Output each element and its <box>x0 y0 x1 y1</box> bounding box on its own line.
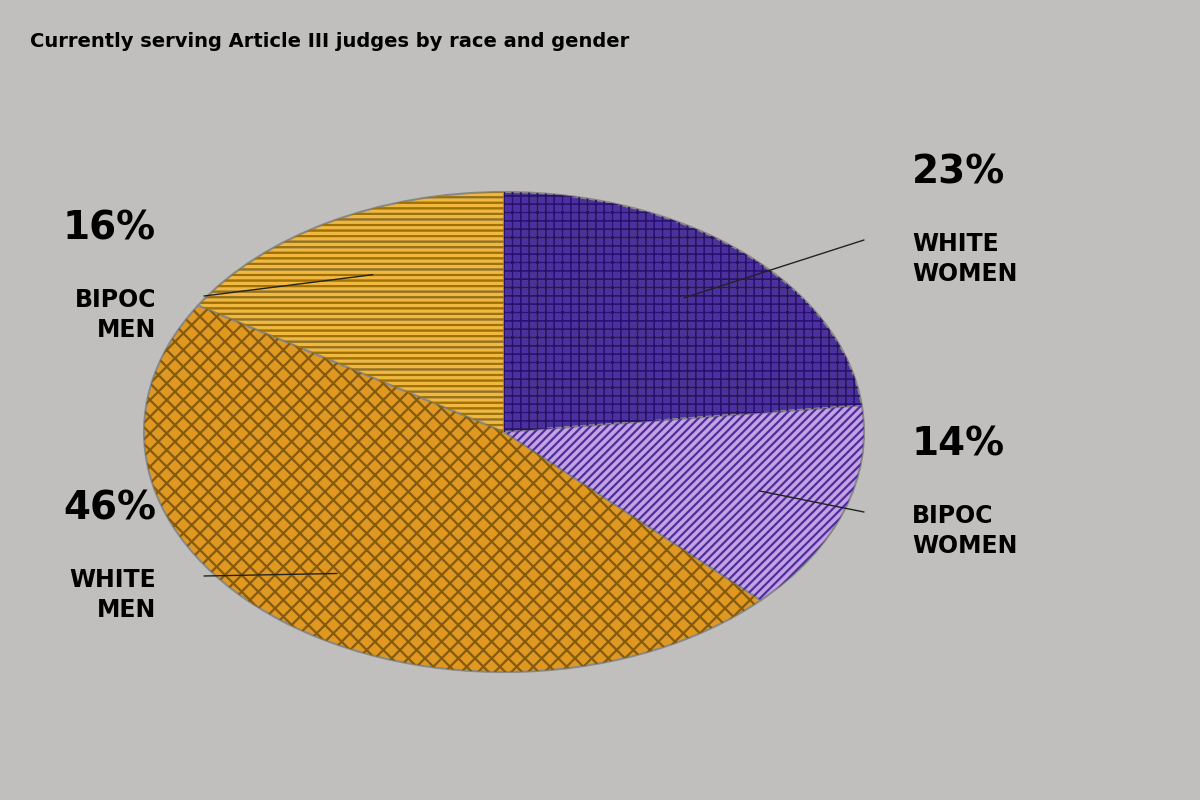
Text: Currently serving Article III judges by race and gender: Currently serving Article III judges by … <box>30 32 629 51</box>
Wedge shape <box>504 406 864 600</box>
Wedge shape <box>198 192 504 432</box>
Wedge shape <box>144 306 761 672</box>
Text: WHITE
MEN: WHITE MEN <box>70 568 156 622</box>
Text: BIPOC
WOMEN: BIPOC WOMEN <box>912 504 1018 558</box>
Text: 16%: 16% <box>62 210 156 248</box>
Text: WHITE
WOMEN: WHITE WOMEN <box>912 232 1018 286</box>
Wedge shape <box>504 192 862 432</box>
Text: BIPOC
MEN: BIPOC MEN <box>74 288 156 342</box>
Text: 46%: 46% <box>64 490 156 528</box>
Text: 23%: 23% <box>912 154 1006 192</box>
Text: 14%: 14% <box>912 426 1006 464</box>
